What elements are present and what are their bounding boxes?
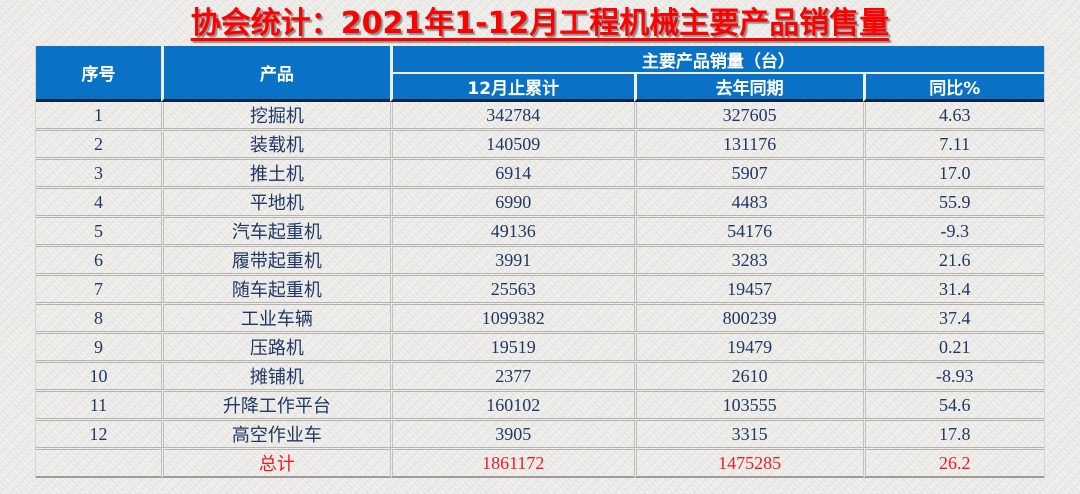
yoy-percent-value: 0.21 (862, 331, 1044, 360)
table-row: 3 推土机 6914 5907 17.0 (36, 157, 1044, 186)
yoy-percent-value: 54.6 (862, 389, 1044, 418)
last-year-value: 54176 (633, 215, 863, 244)
cumulative-dec-value: 3905 (389, 418, 634, 447)
cumulative-dec-value: 3991 (389, 244, 634, 273)
table-row: 2 装载机 140509 131176 7.11 (36, 128, 1044, 157)
cumulative-dec-value: 6990 (389, 186, 634, 215)
header-row-group: 序号 产品 主要产品销量（台） (36, 46, 1044, 102)
page-title: 协会统计：2021年1-12月工程机械主要产品销售量 (190, 6, 890, 41)
product-name: 平地机 (160, 186, 390, 215)
last-year-value: 5907 (633, 157, 863, 186)
total-yoy-percent-value: 26.2 (862, 447, 1044, 478)
cumulative-dec-value: 19519 (389, 331, 634, 360)
table-row: 8 工业车辆 1099382 800239 37.4 (36, 302, 1044, 331)
row-index: 6 (36, 244, 161, 273)
product-name: 高空作业车 (160, 418, 390, 447)
row-index: 3 (36, 157, 161, 186)
cumulative-dec-value: 160102 (389, 389, 634, 418)
row-index: 12 (36, 418, 161, 447)
table-row: 12 高空作业车 3905 3315 17.8 (36, 418, 1044, 447)
yoy-percent-value: -9.3 (862, 215, 1044, 244)
sales-table: 序号 产品 主要产品销量（台） 12月止累计 去年同期 同比% 1 挖掘机 3427… (35, 46, 1045, 478)
product-name: 推土机 (160, 157, 390, 186)
last-year-value: 131176 (633, 128, 863, 157)
yoy-percent-value: 4.63 (862, 102, 1044, 128)
product-name: 随车起重机 (160, 273, 390, 302)
last-year-value: 327605 (633, 102, 863, 128)
row-index: 7 (36, 273, 161, 302)
row-index: 8 (36, 302, 161, 331)
last-year-value: 3315 (633, 418, 863, 447)
column-header-cumulative-dec: 12月止累计 (389, 74, 634, 102)
total-label: 总计 (160, 447, 390, 478)
table-row: 4 平地机 6990 4483 55.9 (36, 186, 1044, 215)
product-name: 汽车起重机 (160, 215, 390, 244)
product-name: 履带起重机 (160, 244, 390, 273)
row-index: 1 (93, 104, 103, 125)
last-year-value: 19479 (633, 331, 863, 360)
last-year-value: 19457 (633, 273, 863, 302)
last-year-value: 3283 (633, 244, 863, 273)
column-header-index: 序号 (36, 46, 161, 102)
table-row: 10 摊铺机 2377 2610 -8.93 (36, 360, 1044, 389)
product-name: 摊铺机 (160, 360, 390, 389)
cumulative-dec-value: 1099382 (389, 302, 634, 331)
table-row: 5 汽车起重机 49136 54176 -9.3 (36, 215, 1044, 244)
table-row: 11 升降工作平台 160102 103555 54.6 (36, 389, 1044, 418)
row-index: 10 (36, 360, 161, 389)
cumulative-dec-value: 342784 (389, 102, 634, 128)
column-header-yoy-percent: 同比% (862, 74, 1044, 102)
yoy-percent-value: 31.4 (862, 273, 1044, 302)
total-empty-cell (36, 447, 161, 478)
last-year-value: 103555 (633, 389, 863, 418)
table-row: 7 随车起重机 25563 19457 31.4 (36, 273, 1044, 302)
table-header: 序号 产品 主要产品销量（台） 12月止累计 去年同期 同比% (36, 46, 1044, 102)
row-index: 5 (36, 215, 161, 244)
yoy-percent-value: -8.93 (862, 360, 1044, 389)
product-name: 挖掘机 (160, 102, 390, 128)
product-name: 压路机 (160, 331, 390, 360)
yoy-percent-value: 17.8 (862, 418, 1044, 447)
table-body: 1 挖掘机 342784 327605 4.63 2 装载机 140509 131176 7.11… (36, 102, 1044, 447)
yoy-percent-value: 7.11 (862, 128, 1044, 157)
row-index: 2 (36, 128, 161, 157)
product-name: 工业车辆 (160, 302, 390, 331)
table-row: 6 履带起重机 3991 3283 21.6 (36, 244, 1044, 273)
row-index: 11 (36, 389, 161, 418)
column-header-last-year: 去年同期 (633, 74, 863, 102)
total-cumulative-dec-value: 1861172 (389, 447, 634, 478)
total-last-year-value: 1475285 (633, 447, 863, 478)
yoy-percent-value: 55.9 (862, 186, 1044, 215)
column-header-sales-group: 主要产品销量（台） (389, 46, 1044, 74)
product-name: 升降工作平台 (160, 389, 390, 418)
last-year-value: 2610 (633, 360, 863, 389)
row-index: 4 (36, 186, 161, 215)
last-year-value: 4483 (633, 186, 863, 215)
table-row: 9 压路机 19519 19479 0.21 (36, 331, 1044, 360)
cumulative-dec-value: 140509 (389, 128, 634, 157)
yoy-percent-value: 17.0 (862, 157, 1044, 186)
yoy-percent-value: 37.4 (862, 302, 1044, 331)
cumulative-dec-value: 6914 (389, 157, 634, 186)
header-row-sub: 12月止累计 去年同期 同比% (36, 74, 1044, 102)
cumulative-dec-value: 49136 (389, 215, 634, 244)
table-row: 1 挖掘机 342784 327605 4.63 (36, 102, 1044, 128)
row-index: 9 (36, 331, 161, 360)
total-row: 总计 1861172 1475285 26.2 (36, 447, 1044, 478)
cumulative-dec-value: 25563 (389, 273, 634, 302)
last-year-value: 800239 (633, 302, 863, 331)
yoy-percent-value: 21.6 (862, 244, 1044, 273)
table-footer: 总计 1861172 1475285 26.2 (36, 447, 1044, 478)
column-header-product: 产品 (160, 46, 390, 102)
product-name: 装载机 (160, 128, 390, 157)
cumulative-dec-value: 2377 (389, 360, 634, 389)
